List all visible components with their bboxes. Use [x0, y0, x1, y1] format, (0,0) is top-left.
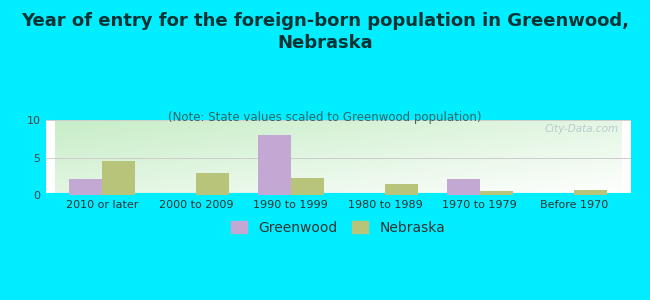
Text: (Note: State values scaled to Greenwood population): (Note: State values scaled to Greenwood …: [168, 111, 482, 124]
Bar: [291, 178, 324, 195]
Bar: [447, 178, 480, 195]
Legend: Greenwood, Nebraska: Greenwood, Nebraska: [231, 220, 445, 235]
Text: Year of entry for the foreign-born population in Greenwood,
Nebraska: Year of entry for the foreign-born popul…: [21, 12, 629, 52]
Bar: [196, 172, 229, 195]
Bar: [385, 184, 418, 195]
Bar: [258, 135, 291, 195]
Bar: [102, 161, 135, 195]
Bar: [69, 178, 102, 195]
Text: City-Data.com: City-Data.com: [545, 124, 619, 134]
Bar: [480, 190, 513, 195]
Bar: [574, 190, 607, 195]
